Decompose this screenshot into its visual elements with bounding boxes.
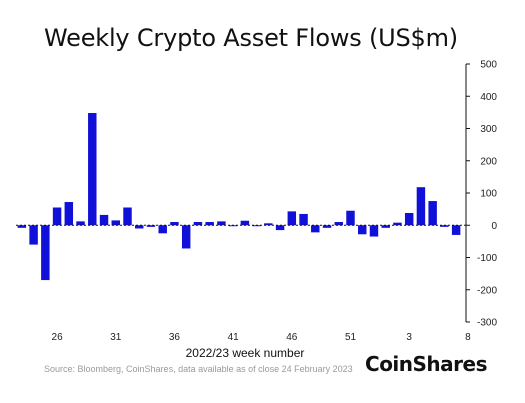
y-tick-label: -100 xyxy=(477,253,497,264)
bar xyxy=(64,202,74,226)
bar xyxy=(358,225,367,235)
bar xyxy=(158,225,167,234)
bar xyxy=(170,222,179,226)
bar xyxy=(322,225,332,228)
bar xyxy=(52,207,62,226)
bar xyxy=(393,222,402,226)
bar xyxy=(193,222,203,226)
x-tick-label: 3 xyxy=(406,332,412,343)
bar xyxy=(404,213,414,226)
bar xyxy=(416,187,426,226)
source-note: Source: Bloomberg, CoinShares, data avai… xyxy=(44,364,353,374)
bar xyxy=(111,220,120,226)
x-axis-label: 2022/23 week number xyxy=(185,346,305,360)
bar xyxy=(29,225,38,245)
x-tick-label: 41 xyxy=(228,332,240,343)
bar xyxy=(369,225,379,237)
y-tick-label: 400 xyxy=(480,92,497,103)
y-tick-label: 500 xyxy=(480,60,497,71)
y-tick-label: 200 xyxy=(480,156,497,167)
x-tick-label: 31 xyxy=(110,332,122,343)
x-tick-label: 8 xyxy=(465,332,471,343)
bar xyxy=(123,207,132,226)
x-tick-label: 26 xyxy=(52,332,64,343)
x-tick-label: 36 xyxy=(169,332,181,343)
y-tick-label: -200 xyxy=(477,285,497,296)
y-tick-label: -300 xyxy=(477,318,497,329)
bar xyxy=(334,222,343,226)
bar xyxy=(346,210,355,226)
bar xyxy=(381,225,390,228)
bar xyxy=(428,201,437,226)
bar xyxy=(41,225,50,281)
bar xyxy=(451,225,461,235)
bar xyxy=(287,211,297,226)
bar xyxy=(299,213,308,226)
x-tick-label: 46 xyxy=(286,332,298,343)
bar xyxy=(76,221,85,226)
chart-title: Weekly Crypto Asset Flows (US$m) xyxy=(44,24,458,52)
bar xyxy=(240,220,250,226)
bar xyxy=(205,222,214,226)
bar xyxy=(264,223,273,226)
bar xyxy=(217,221,226,226)
bar xyxy=(181,225,191,249)
bar xyxy=(17,225,27,228)
bar xyxy=(275,225,285,231)
x-tick-label: 51 xyxy=(345,332,357,343)
brand-logo: CoinShares xyxy=(365,352,487,376)
bar xyxy=(146,225,156,227)
y-tick-label: 100 xyxy=(480,189,497,200)
bar xyxy=(440,225,449,227)
bar xyxy=(135,225,144,229)
y-tick-label: 300 xyxy=(480,124,497,135)
bar xyxy=(311,225,320,233)
bar xyxy=(99,214,109,226)
bar xyxy=(88,113,97,226)
y-tick-label: 0 xyxy=(491,221,497,232)
